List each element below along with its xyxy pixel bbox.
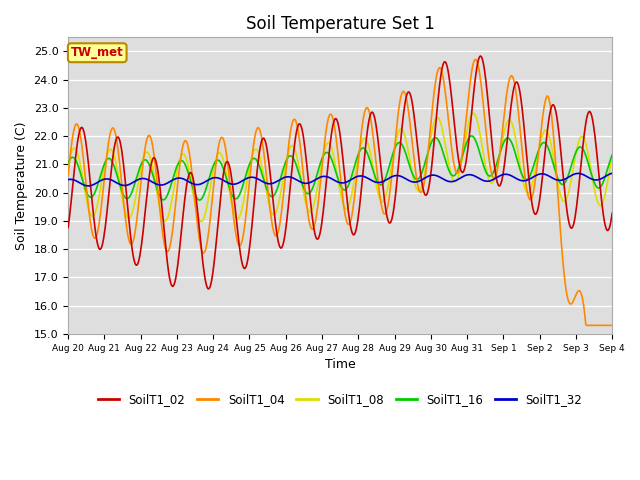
Title: Soil Temperature Set 1: Soil Temperature Set 1 — [246, 15, 435, 33]
Text: TW_met: TW_met — [71, 46, 124, 59]
Legend: SoilT1_02, SoilT1_04, SoilT1_08, SoilT1_16, SoilT1_32: SoilT1_02, SoilT1_04, SoilT1_08, SoilT1_… — [93, 388, 587, 411]
Y-axis label: Soil Temperature (C): Soil Temperature (C) — [15, 121, 28, 250]
X-axis label: Time: Time — [324, 358, 356, 371]
